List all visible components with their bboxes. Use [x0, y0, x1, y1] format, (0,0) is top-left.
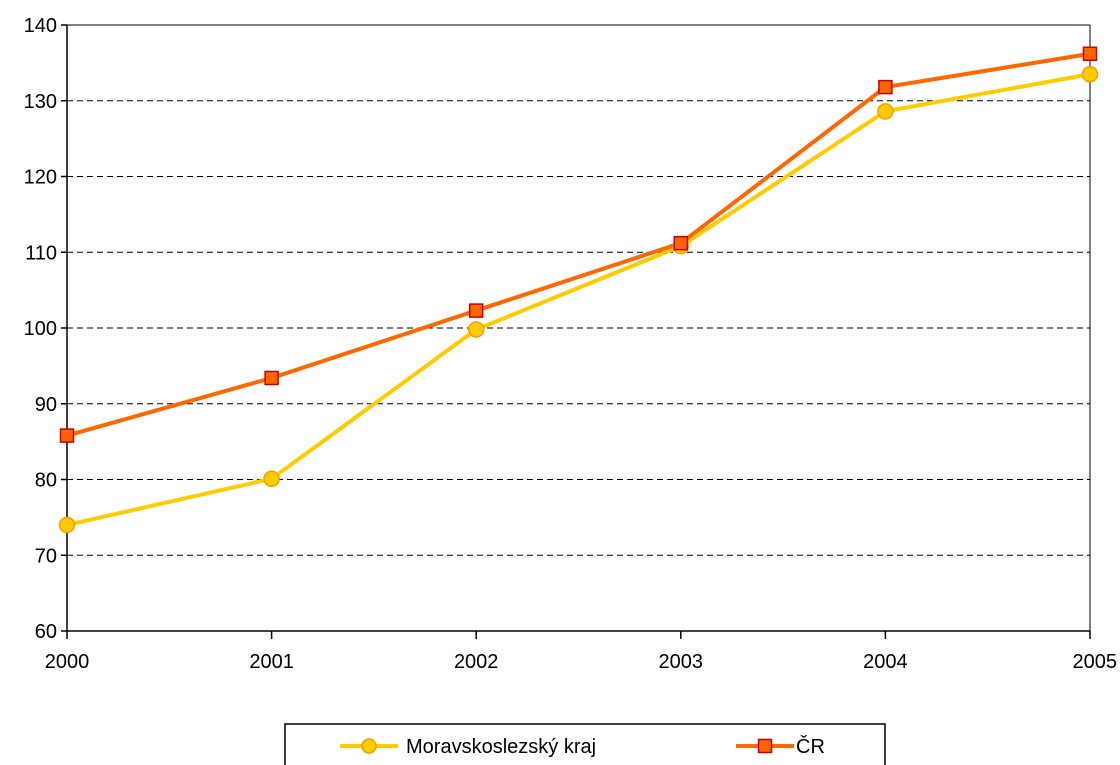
data-point-0 — [58, 516, 76, 534]
data-point-0 — [263, 470, 280, 487]
y-tick-label: 130 — [24, 91, 57, 113]
data-point-1 — [59, 428, 75, 443]
y-tick-label: 80 — [35, 470, 57, 492]
data-point-1 — [264, 370, 279, 386]
x-tick-label: 2001 — [249, 651, 294, 673]
series-line-1 — [66, 51, 1091, 438]
data-point-0 — [1081, 65, 1099, 83]
series-group — [58, 46, 1099, 534]
grid-lines — [67, 100, 1090, 556]
y-tick-label: 60 — [35, 621, 57, 643]
legend-marker-series-0 — [361, 738, 377, 754]
data-point-0 — [877, 103, 894, 120]
legend-label-series-1: ČR — [796, 735, 825, 758]
x-tick-label: 2005 — [1073, 651, 1118, 673]
series-line-0 — [66, 72, 1091, 527]
x-tick-label: 2000 — [45, 651, 90, 673]
data-point-1 — [468, 303, 484, 318]
x-tick-labels: 2000 2001 2002 2003 2004 2005 — [45, 651, 1117, 673]
data-point-1 — [673, 235, 689, 251]
y-tick-label: 70 — [35, 545, 57, 567]
x-tick-label: 2003 — [659, 651, 704, 673]
data-point-1 — [1082, 46, 1098, 62]
legend-label-series-0: Moravskoslezský kraj — [406, 736, 596, 758]
data-point-0 — [467, 321, 485, 338]
x-tick-label: 2004 — [863, 651, 908, 673]
axes — [61, 24, 1091, 639]
y-tick-label: 120 — [24, 167, 57, 189]
y-tick-label: 110 — [25, 242, 57, 264]
data-point-1 — [878, 79, 893, 95]
y-tick-labels: 60 70 80 90 100 110 120 130 140 — [24, 15, 57, 643]
x-tick-label: 2002 — [454, 651, 499, 673]
y-tick-label: 100 — [24, 318, 57, 340]
legend-marker-series-1 — [757, 738, 773, 754]
y-tick-label: 140 — [24, 15, 57, 37]
legend: Moravskoslezský kraj ČR — [284, 723, 886, 765]
y-tick-label: 90 — [35, 394, 57, 416]
